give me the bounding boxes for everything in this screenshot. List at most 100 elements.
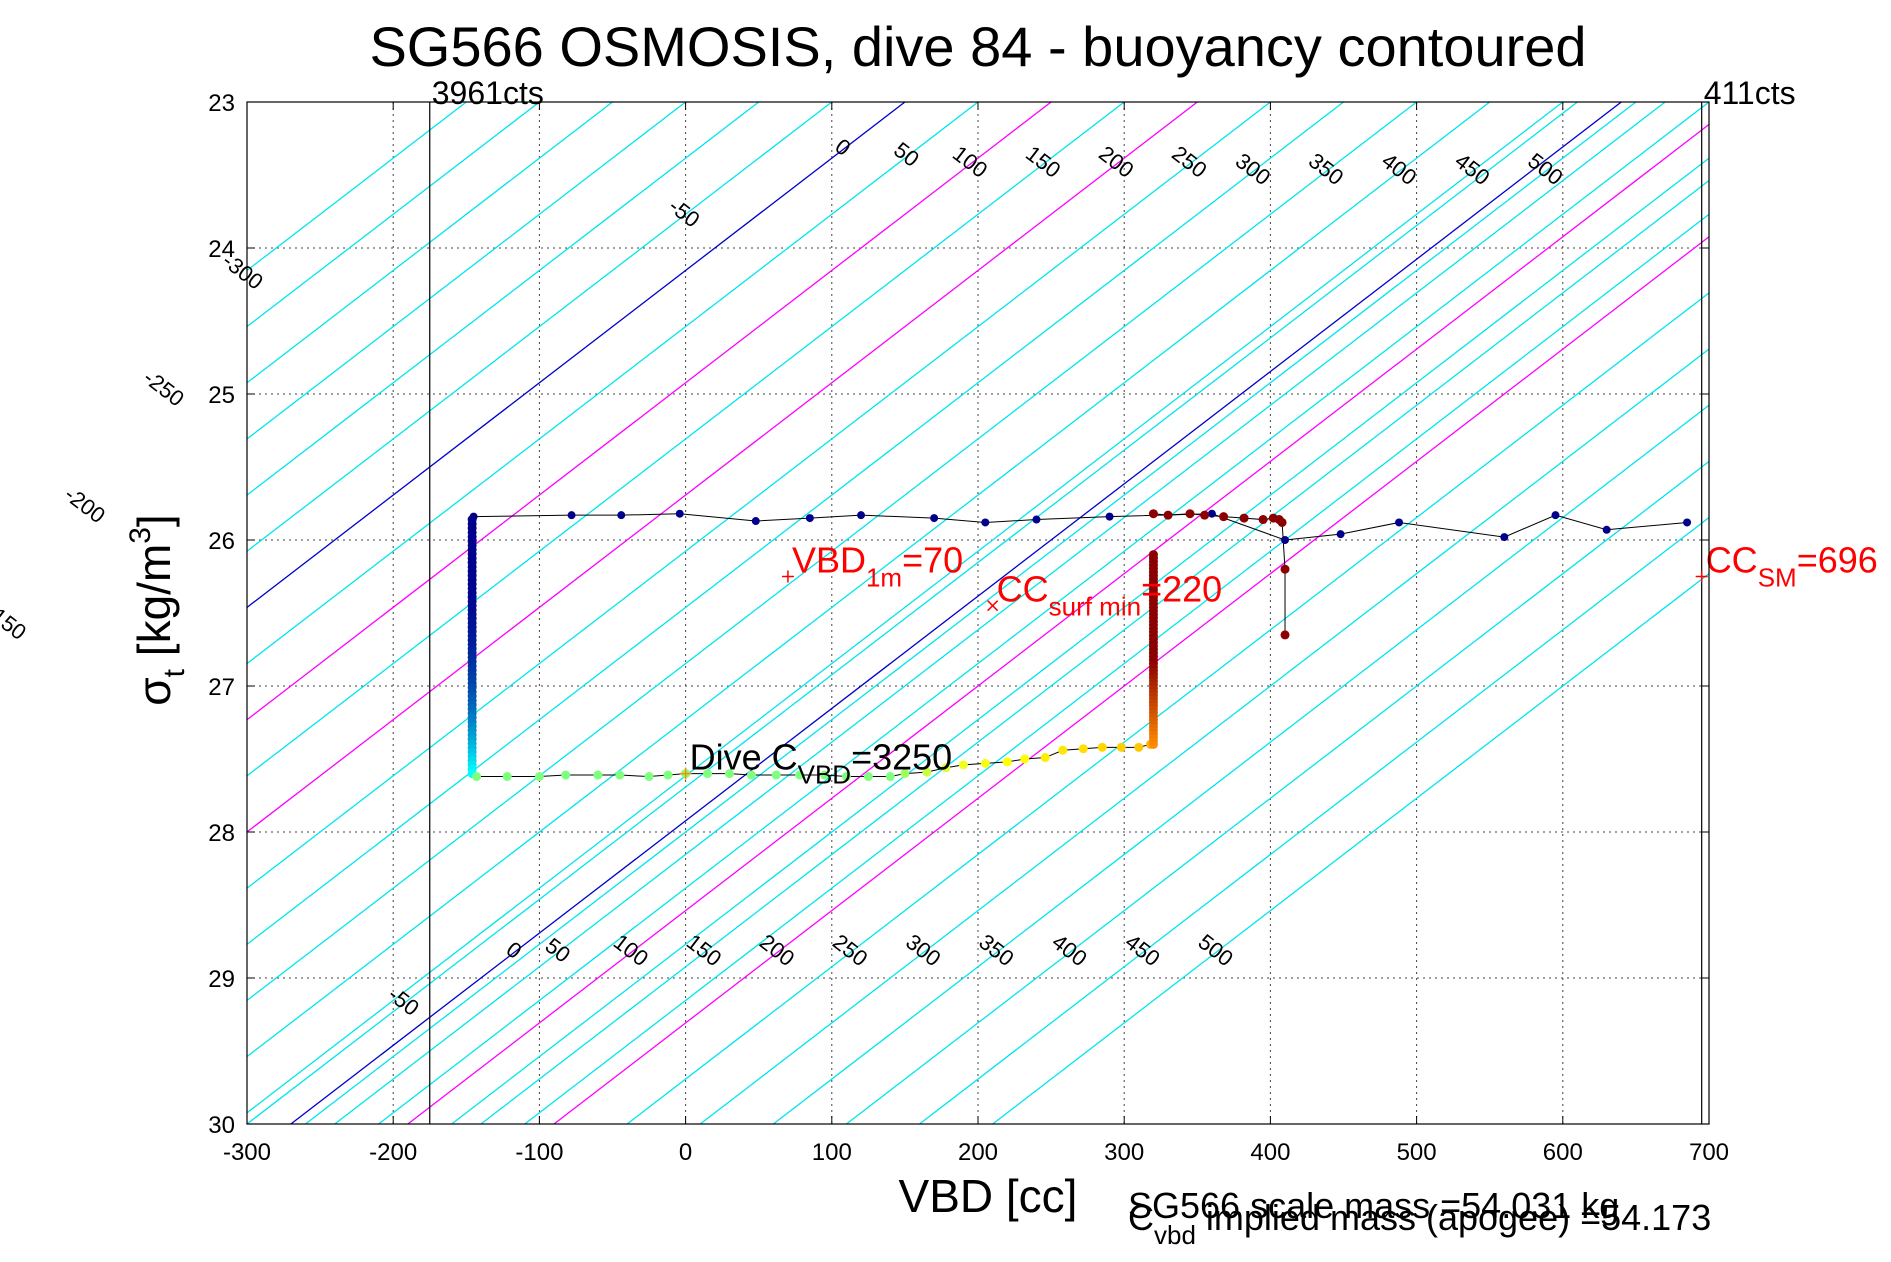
x-axis-label: VBD [cc] <box>899 1170 1078 1222</box>
contour-line-lower <box>290 102 1622 1124</box>
ascent-top-point <box>1280 630 1290 640</box>
y-axis-label-units-close: ] <box>128 514 180 527</box>
annotation-label-value: =3250 <box>851 737 952 778</box>
bottom-point <box>980 758 990 768</box>
contour-line-lower <box>553 235 1709 1124</box>
buoyancy-contours <box>247 102 1709 1124</box>
bottom-point <box>644 772 654 782</box>
contour-line-upper <box>247 102 1344 946</box>
implied-mass-text: Cvbd implied mass (apogee) =54.173 <box>1128 1197 1711 1250</box>
x-tick-label: 300 <box>1104 1139 1144 1166</box>
annotation-label-sub: 1m <box>866 563 902 593</box>
ascent-top-point <box>1258 515 1268 525</box>
contour-line-upper <box>247 102 906 609</box>
dive-track-points <box>467 509 1692 782</box>
bottom-point <box>1116 742 1126 752</box>
annotation-label-sub: VBD <box>798 760 851 790</box>
contour-line-upper <box>247 102 760 496</box>
y-axis-label-base: σ <box>128 677 180 705</box>
contour-line-upper <box>247 102 1198 833</box>
contour-line-upper <box>247 102 1417 1002</box>
bottom-point <box>663 770 673 780</box>
x-tick-label: 0 <box>679 1139 692 1166</box>
contour-line-upper <box>247 102 833 553</box>
y-tick-label: 26 <box>208 528 235 555</box>
x-tick-label: 700 <box>1689 1139 1729 1166</box>
x-tick-label: 200 <box>958 1139 998 1166</box>
bottom-point <box>819 770 829 780</box>
surface-point <box>1500 533 1509 542</box>
y-tick-label: 25 <box>208 382 235 409</box>
annotation-label-base: VBD <box>792 540 866 581</box>
annotation-label: CCsurf min=220 <box>997 569 1223 622</box>
contour-line-upper <box>451 157 1709 1124</box>
ascent-top-point <box>1200 510 1210 520</box>
contour-line-lower <box>699 348 1709 1124</box>
contour-line-lower <box>919 516 1709 1124</box>
vbd-limit-label: 3961cts <box>432 75 544 111</box>
contour-line-lower <box>247 102 1578 1124</box>
bottom-point <box>1002 757 1012 767</box>
ascent-top-point <box>1277 517 1287 527</box>
y-tick-label: 23 <box>208 90 235 117</box>
surface-point <box>857 511 866 520</box>
bottom-point <box>1020 754 1030 764</box>
x-tick-label: 100 <box>812 1139 852 1166</box>
contour-line-upper <box>247 102 1491 1058</box>
ascent-point <box>1148 550 1158 560</box>
grid <box>247 102 1709 1124</box>
bottom-point <box>958 760 968 770</box>
bottom-point <box>941 763 951 773</box>
bottom-point <box>1097 742 1107 752</box>
x-tick-label: 400 <box>1250 1139 1290 1166</box>
surface-point <box>617 511 626 520</box>
y-axis-label-units: [kg/m <box>128 544 180 669</box>
bottom-point <box>900 769 910 779</box>
surface-point <box>567 511 576 520</box>
ascent-top-point <box>1148 509 1158 519</box>
contour-line-lower <box>846 460 1709 1124</box>
surface-point <box>1207 509 1216 518</box>
contour-line-upper <box>247 102 540 328</box>
annotation-label-base: CC <box>1706 540 1758 581</box>
surface-point <box>675 509 684 518</box>
ascent-top-point <box>1219 512 1229 522</box>
x-tick-label: -100 <box>515 1139 563 1166</box>
contour-line-lower <box>407 123 1709 1124</box>
annotation-label-sub: SM <box>1758 563 1797 593</box>
contour-line-upper <box>247 102 613 384</box>
surface-point <box>1032 515 1041 524</box>
contour-line-upper <box>305 102 1637 1124</box>
surface-point <box>981 518 990 527</box>
bottom-point <box>1040 753 1050 763</box>
contour-line-lower <box>480 179 1709 1124</box>
annotation-label-value: =220 <box>1141 569 1222 610</box>
x-tick-label: 600 <box>1543 1139 1583 1166</box>
y-tick-label: 28 <box>208 820 235 847</box>
ascent-top-point <box>1280 564 1290 574</box>
bottom-point <box>615 770 625 780</box>
vbd-limit-label: 411cts <box>1704 75 1796 111</box>
bottom-point <box>724 769 734 779</box>
bottom-point <box>703 769 713 779</box>
surface-point <box>1105 512 1114 521</box>
ascent-top-point <box>1239 513 1249 523</box>
bottom-point <box>1134 742 1144 752</box>
ascent-top-point <box>1185 509 1195 519</box>
annotation-label-base: Dive C <box>690 737 798 778</box>
vbd-limit-markers: 3961cts 411cts <box>429 75 1796 1124</box>
bottom-point <box>863 772 873 782</box>
y-axis-label: σt [kg/m3] <box>124 514 191 705</box>
bottom-point <box>771 770 781 780</box>
surface-point <box>1281 536 1290 544</box>
plot-area: -300-250-200-150-100-5005010015020025030… <box>0 75 1878 1166</box>
implied-mass-base: C <box>1128 1197 1154 1238</box>
annotation-label: CCSM=696 <box>1706 540 1878 593</box>
bottom-point <box>593 770 603 780</box>
contour-line-upper <box>378 102 1709 1124</box>
surface-point <box>751 517 760 526</box>
contour-line-upper <box>247 102 1052 721</box>
axis-ticks: -300 -200 -100 0 100 200 300 400 500 600 700 23 24 25… <box>208 90 1729 1166</box>
surface-point <box>1395 518 1404 527</box>
